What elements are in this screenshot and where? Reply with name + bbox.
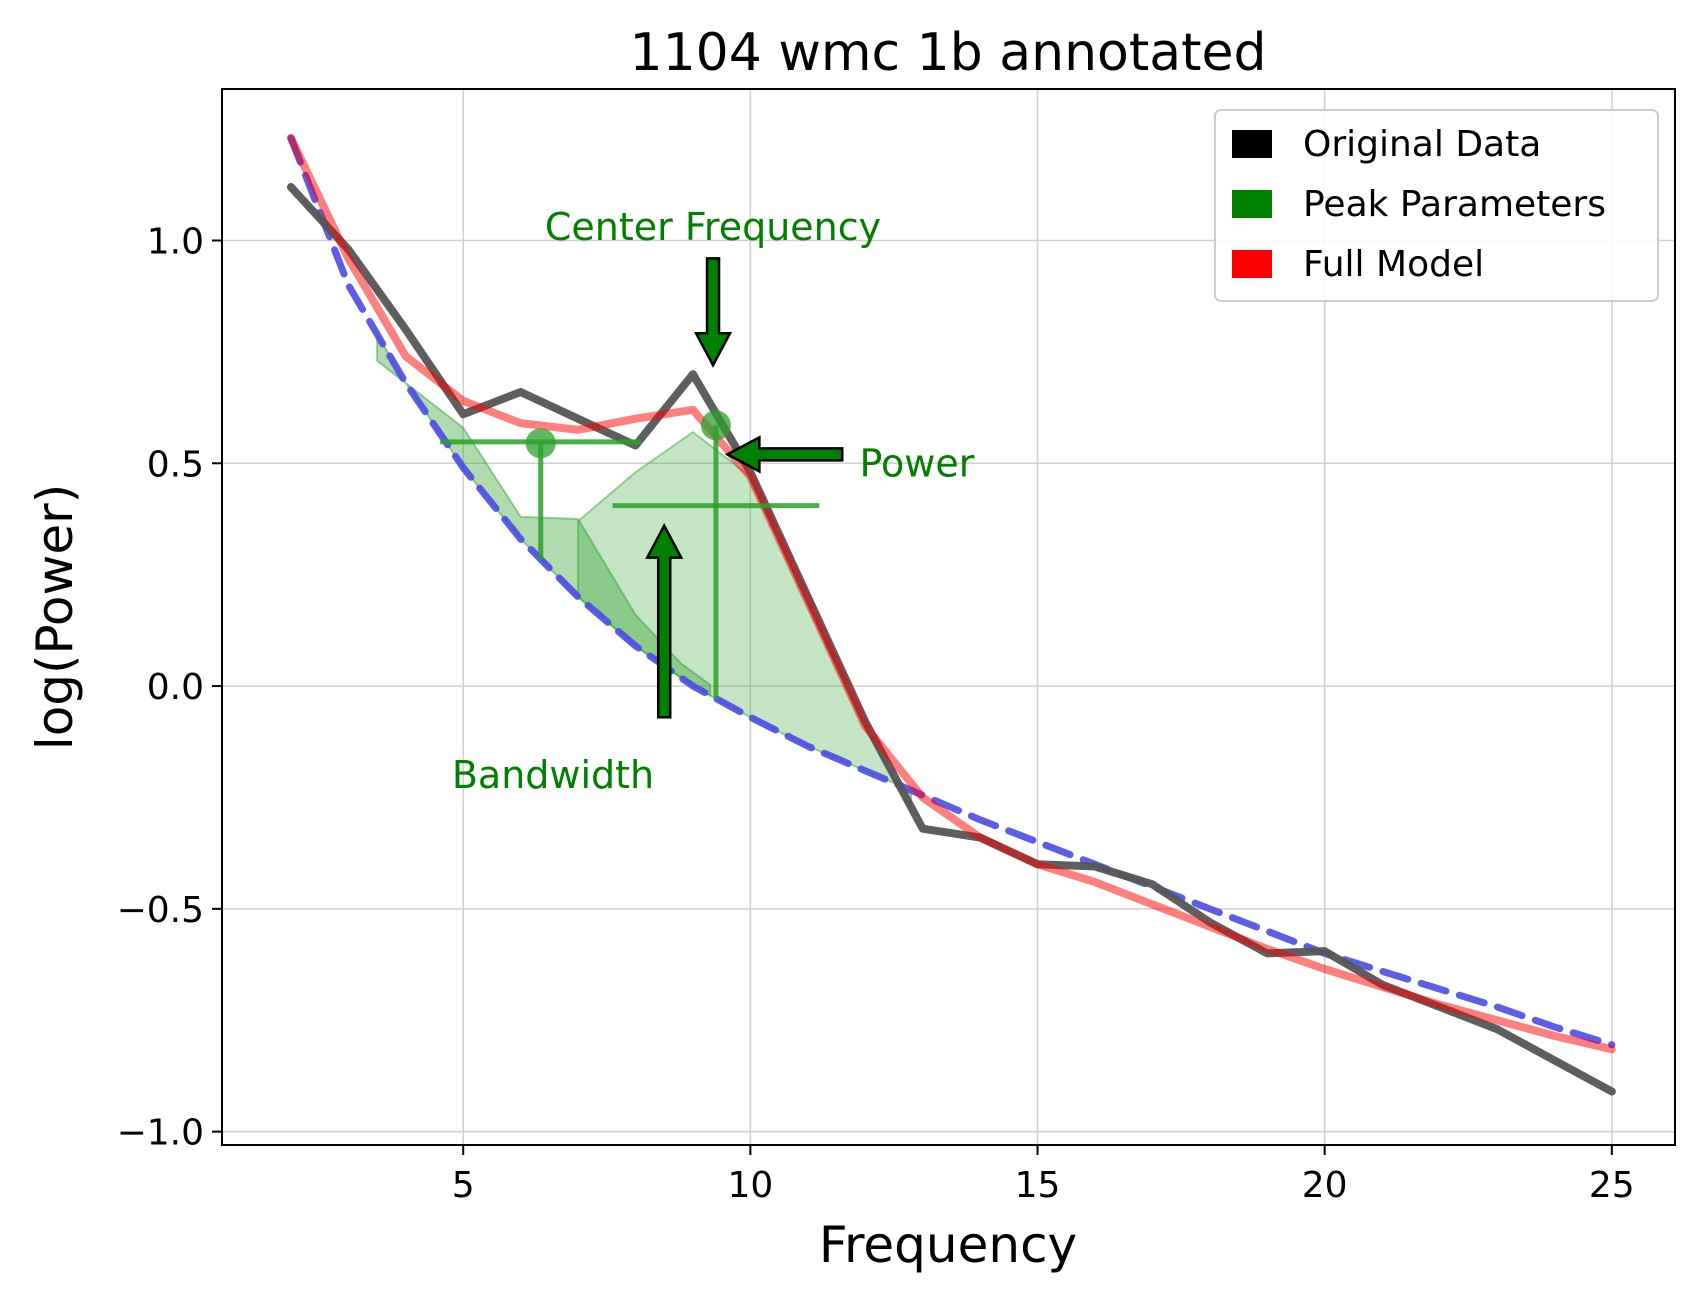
y-tick-label: 0.5 [147, 444, 204, 485]
peak-center-dot-2 [700, 410, 731, 441]
y-tick-label: 1.0 [147, 221, 204, 262]
y-tick-label: −1.0 [117, 1113, 204, 1154]
legend-swatch-original-data [1232, 130, 1272, 158]
x-tick-label: 25 [1589, 1165, 1635, 1206]
plot-frame [221, 88, 1676, 1146]
annotation-bandwidth: Bandwidth [452, 753, 654, 797]
annotation-arrows [645, 257, 844, 719]
axis-ticks: 5 10 15 20 25 −1.0 −0.5 0.0 0.5 1.0 [117, 221, 1635, 1206]
power-arrow [724, 435, 844, 474]
peak-parameter-markers [440, 410, 820, 699]
y-axis-title: log(Power) [26, 484, 84, 750]
legend-swatch-full-model [1232, 250, 1272, 278]
x-tick-label: 20 [1302, 1165, 1348, 1206]
center-frequency-arrow [693, 257, 733, 368]
annotation-center: Center Frequency [545, 205, 881, 249]
full-model-polyline [286, 134, 1616, 1054]
y-tick-label: 0.0 [147, 667, 204, 708]
annotation-labels: Center Frequency Power Bandwidth [452, 205, 975, 797]
chart-title: 1104 wmc 1b annotated [629, 23, 1266, 83]
y-tick-label: −0.5 [117, 890, 204, 931]
x-tick-label: 5 [452, 1165, 475, 1206]
legend-swatch-peak-parameters [1232, 190, 1272, 218]
legend-label-original-data: Original Data [1303, 124, 1541, 165]
aperiodic-fit-polyline [287, 134, 1616, 1049]
legend-label-full-model: Full Model [1303, 244, 1484, 285]
aperiodic-fit-line [287, 134, 1616, 1049]
legend: Original Data Peak Parameters Full Model [1214, 109, 1659, 302]
legend-label-peak-parameters: Peak Parameters [1303, 184, 1606, 225]
x-axis-title: Frequency [819, 1216, 1077, 1274]
full-model-line [286, 134, 1616, 1054]
legend-frame [1214, 109, 1659, 302]
bandwidth-arrow [645, 522, 684, 719]
x-tick-label: 15 [1015, 1165, 1061, 1206]
peak-center-dot-1 [525, 428, 556, 459]
annotation-power: Power [859, 441, 974, 485]
x-tick-label: 10 [727, 1165, 773, 1206]
